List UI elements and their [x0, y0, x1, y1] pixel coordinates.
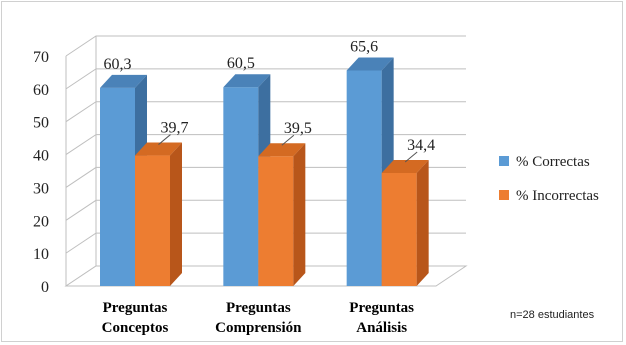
bar-incorrectas: [135, 142, 182, 286]
bar-side: [416, 159, 429, 286]
data-label-leader: [281, 134, 295, 146]
x-axis-categories: Preguntas Conceptos Preguntas Comprensión Pr…: [102, 300, 415, 336]
bars: [100, 57, 429, 287]
y-tick-label: 0: [41, 279, 49, 296]
y-axis-ticks: 0 10 20 30 40 50 60 70: [33, 49, 49, 296]
data-label: 65,6: [350, 38, 378, 55]
legend-label-incorrectas: % Incorrectas: [516, 188, 599, 204]
legend: % Correctas % Incorrectas: [499, 154, 599, 204]
sample-size-note: n=28 estudiantes: [510, 309, 595, 321]
data-label: 39,5: [284, 120, 312, 137]
y-tick-label: 50: [33, 115, 49, 132]
data-label: 60,3: [104, 56, 132, 73]
gridline: [65, 35, 466, 57]
category-label: Preguntas Comprensión: [215, 300, 302, 336]
y-tick-label: 30: [33, 180, 49, 197]
data-label: 60,5: [227, 55, 255, 72]
bar-front: [100, 87, 135, 286]
category-label: Preguntas Conceptos: [102, 300, 169, 336]
bar-incorrectas: [258, 143, 306, 286]
legend-swatch-correctas: [499, 156, 509, 166]
data-label: 39,7: [161, 120, 189, 137]
y-tick-label: 60: [33, 82, 49, 99]
bar-top: [346, 57, 394, 71]
bar-front: [135, 155, 170, 286]
data-label-leader: [404, 151, 418, 163]
bar-front: [381, 172, 417, 286]
bar-top: [223, 74, 271, 88]
data-labels: 60,3 39,7 60,5 39,5 65,6 34,4: [104, 38, 435, 163]
bar-side: [293, 143, 306, 286]
bar-incorrectas: [381, 159, 429, 286]
y-tick-label: 40: [33, 148, 49, 165]
data-label-leader: [158, 134, 171, 145]
y-tick-label: 10: [33, 246, 49, 263]
legend-swatch-incorrectas: [499, 190, 509, 200]
bar-front: [223, 87, 259, 286]
bar-side: [170, 142, 182, 286]
bar-top: [100, 74, 147, 88]
legend-label-correctas: % Correctas: [516, 154, 590, 170]
bar-correctas: [223, 74, 271, 286]
y-tick-label: 20: [33, 213, 49, 230]
bar-front: [258, 156, 294, 286]
category-label: Preguntas Análisis: [349, 300, 414, 336]
data-label: 34,4: [407, 137, 435, 154]
bar-top: [381, 159, 429, 173]
bar-top: [135, 142, 182, 156]
bar-front: [346, 70, 382, 286]
bar-top: [258, 143, 306, 157]
y-tick-label: 70: [33, 49, 49, 66]
